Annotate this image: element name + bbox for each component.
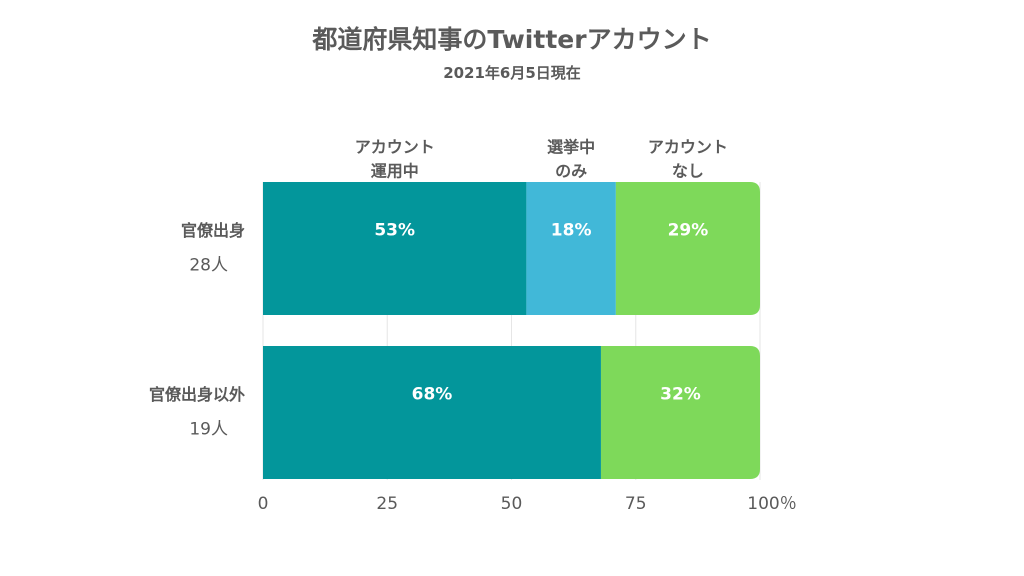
series-header: 運用中 [371,162,419,181]
x-tick-label: 0 [258,494,269,514]
data-label: 29% [668,221,709,241]
category-label: 官僚出身 [181,221,245,240]
x-tick-label: 50 [501,494,523,514]
data-label: 53% [374,221,415,241]
category-count: 28人 [189,256,228,276]
x-tick-label: 25 [376,494,398,514]
x-tick-label: 75 [625,494,647,514]
series-header: アカウント [355,138,435,157]
data-label: 18% [551,221,592,241]
data-label: 68% [412,385,453,405]
bar-segment [263,182,527,315]
series-header: なし [672,162,704,181]
series-header: のみ [555,162,587,181]
chart-subtitle: 2021年6月5日現在 [443,64,581,82]
category-count: 19人 [189,420,228,440]
series-header: 選挙中 [547,138,595,157]
x-tick-label: 100％ [747,494,796,514]
bar-segment [615,182,760,315]
bar-segment [526,182,616,315]
category-label: 官僚出身以外 [149,385,245,404]
data-label: 32% [660,385,701,405]
bar-segment [263,346,601,479]
bar-segment [600,346,760,479]
series-header: アカウント [648,138,728,157]
chart-title: 都道府県知事のTwitterアカウント [312,25,712,54]
